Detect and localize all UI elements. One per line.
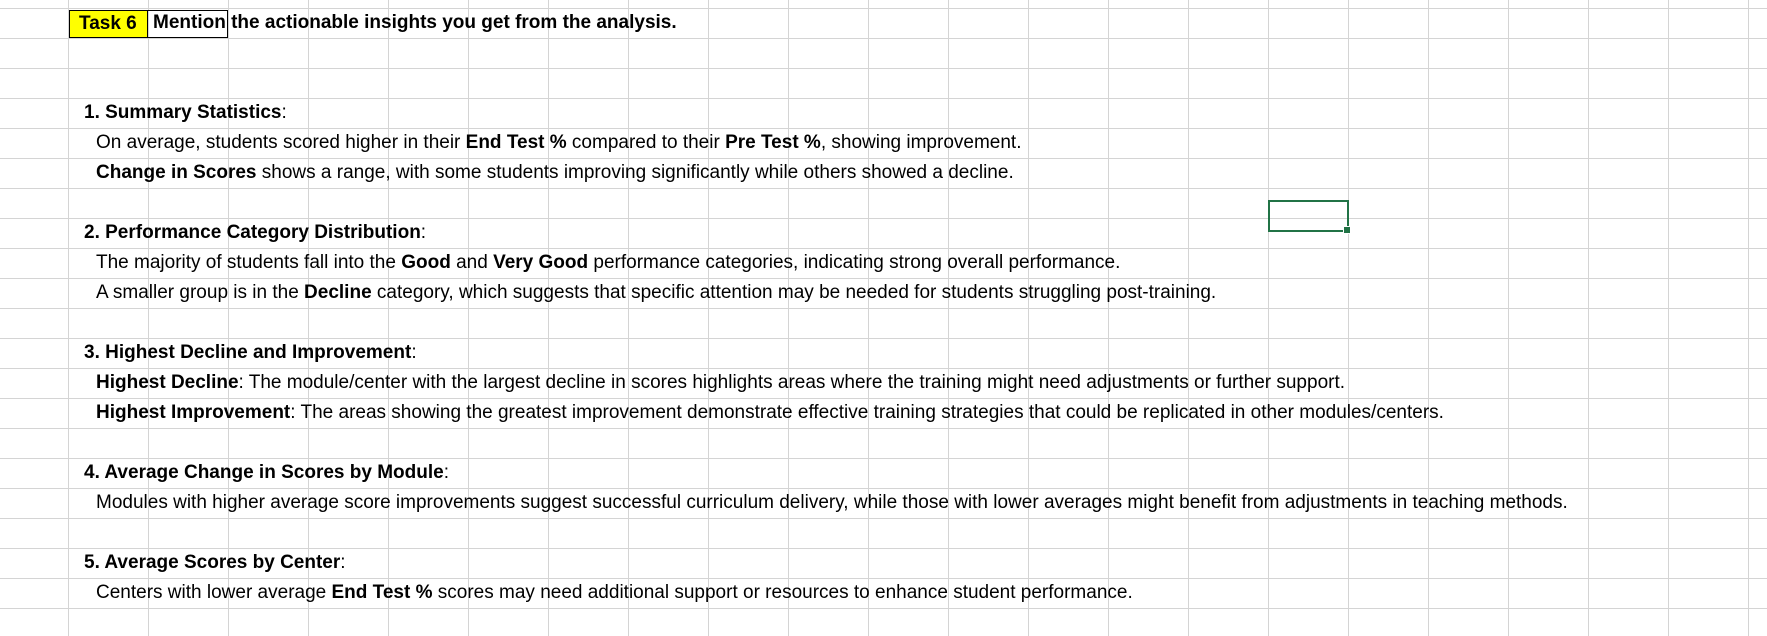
insight-line: Highest Improvement: The areas showing t…	[96, 399, 1444, 427]
insight-line: Highest Decline: The module/center with …	[96, 369, 1345, 397]
body-text: The majority of students fall into the	[96, 252, 402, 273]
insight-line: A smaller group is in the Decline catego…	[96, 279, 1216, 307]
task-label-cell[interactable]: Task 6	[69, 10, 148, 38]
section-heading-text: 3. Highest Decline and Improvement	[84, 342, 412, 363]
section-heading-text: 1. Summary Statistics	[84, 102, 282, 123]
section-heading: 1. Summary Statistics:	[84, 102, 287, 123]
insight-line: Change in Scores shows a range, with som…	[96, 159, 1014, 187]
section-heading-text: 2. Performance Category Distribution	[84, 222, 421, 243]
emphasis-text: Highest Decline	[96, 372, 239, 393]
emphasis-text: Very Good	[493, 252, 589, 273]
section-heading: 3. Highest Decline and Improvement:	[84, 342, 417, 363]
emphasis-text: Decline	[304, 282, 372, 303]
body-text: Modules with higher average score improv…	[96, 492, 1568, 513]
body-text: category, which suggests that specific a…	[371, 282, 1217, 303]
emphasis-text: Pre Test %	[725, 132, 821, 153]
emphasis-text: Change in Scores	[96, 162, 257, 183]
section-heading: 5. Average Scores by Center:	[84, 552, 346, 573]
emphasis-text: Highest Improvement	[96, 402, 291, 423]
section-heading-text: 4. Average Change in Scores by Module	[84, 462, 444, 483]
body-text: A smaller group is in the	[96, 282, 305, 303]
body-text: : The areas showing the greatest improve…	[290, 402, 1444, 423]
section-heading-text: 5. Average Scores by Center	[84, 552, 341, 573]
insight-line: On average, students scored higher in th…	[96, 129, 1021, 157]
insight-line: Modules with higher average score improv…	[96, 489, 1568, 517]
body-text: and	[450, 252, 494, 273]
section-heading: 4. Average Change in Scores by Module:	[84, 462, 449, 483]
emphasis-text: Good	[401, 252, 451, 273]
body-text: scores may need additional support or re…	[432, 582, 1133, 603]
section-heading: 2. Performance Category Distribution:	[84, 222, 427, 243]
body-text: On average, students scored higher in th…	[96, 132, 466, 153]
emphasis-text: End Test %	[331, 582, 433, 603]
body-text: Centers with lower average	[96, 582, 332, 603]
insight-line: The majority of students fall into the G…	[96, 249, 1120, 277]
task-title-cell-border	[148, 10, 228, 38]
body-text: performance categories, indicating stron…	[588, 252, 1121, 273]
emphasis-text: End Test %	[465, 132, 567, 153]
body-text: shows a range, with some students improv…	[256, 162, 1014, 183]
body-text: : The module/center with the largest dec…	[238, 372, 1346, 393]
insight-line: Centers with lower average End Test % sc…	[96, 579, 1133, 607]
body-text: , showing improvement.	[820, 132, 1022, 153]
body-text: compared to their	[566, 132, 726, 153]
task-title: Mention the actionable insights you get …	[153, 12, 677, 33]
active-cell-selection[interactable]	[1268, 200, 1351, 234]
fill-handle[interactable]	[1343, 226, 1351, 234]
